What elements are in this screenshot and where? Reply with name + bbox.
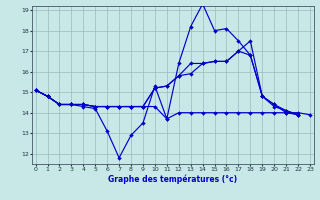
X-axis label: Graphe des températures (°c): Graphe des températures (°c) <box>108 174 237 184</box>
